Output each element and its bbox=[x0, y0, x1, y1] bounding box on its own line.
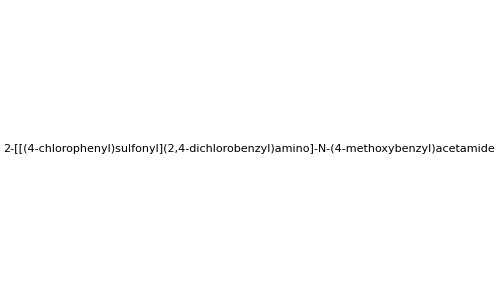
Text: 2-[[(4-chlorophenyl)sulfonyl](2,4-dichlorobenzyl)amino]-N-(4-methoxybenzyl)aceta: 2-[[(4-chlorophenyl)sulfonyl](2,4-dichlo… bbox=[3, 143, 496, 154]
